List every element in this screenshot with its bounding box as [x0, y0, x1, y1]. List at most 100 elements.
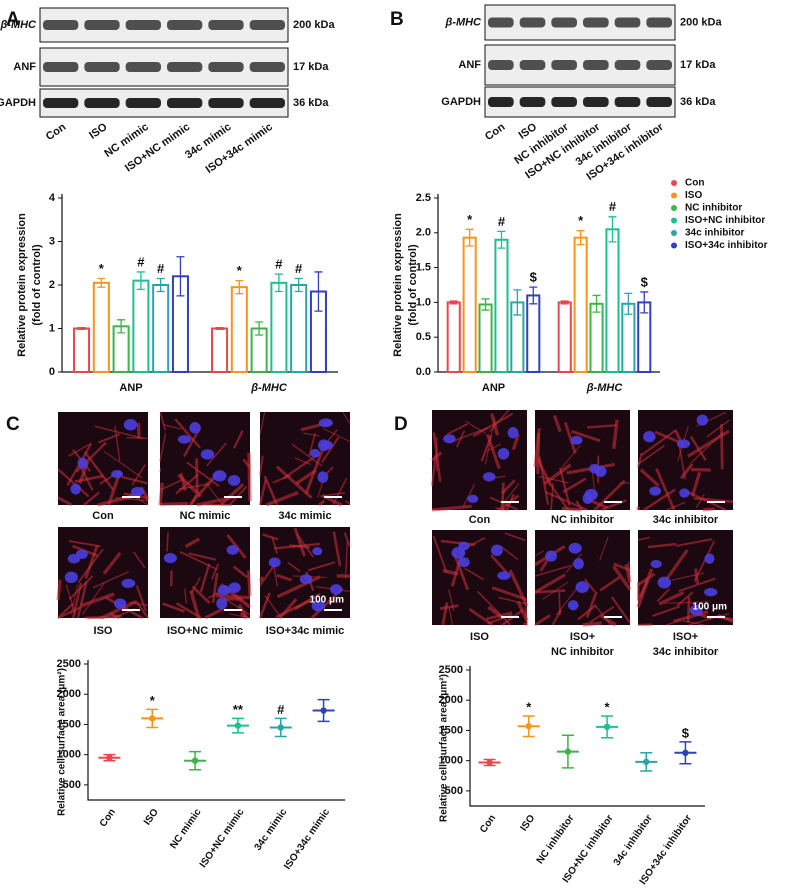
bar: [230, 286, 248, 373]
nucleus: [228, 582, 241, 593]
micrograph: [258, 411, 351, 507]
actin-fiber: [678, 577, 716, 593]
nucleus: [212, 470, 227, 482]
y-axis-title: Relative protein expression: [392, 213, 404, 357]
x-tick-label: 34c inhibitor: [612, 813, 655, 868]
mean-marker: [234, 722, 242, 729]
nucleus: [657, 576, 672, 589]
micrograph-label: ISO: [94, 625, 113, 637]
y-tick-label: 1500: [57, 718, 81, 730]
blot-band: [551, 97, 577, 107]
blot-frame: [484, 44, 676, 86]
actin-fiber: [686, 597, 691, 623]
actin-fiber: [159, 468, 162, 473]
panel-letter: B: [390, 9, 404, 30]
y-axis-title: Relative protein expression: [16, 213, 28, 357]
actin-fiber: [81, 582, 105, 616]
actin-fiber: [57, 606, 82, 620]
blot-band: [167, 98, 203, 108]
nucleus: [113, 598, 127, 609]
actin-fiber: [83, 491, 100, 506]
error-bar: [235, 280, 244, 295]
actin-fiber: [166, 532, 169, 552]
nucleus: [575, 581, 589, 593]
actin-fiber: [344, 500, 351, 505]
bar: [73, 327, 91, 373]
y-axis-title: (fold of control): [407, 244, 419, 326]
legend-marker: [671, 192, 677, 199]
nucleus: [268, 557, 281, 568]
nucleus: [317, 471, 329, 483]
actin-fiber: [258, 592, 271, 619]
actin-fiber: [673, 610, 709, 623]
x-tick-label: Con: [478, 813, 498, 835]
actin-fiber: [136, 422, 141, 439]
significance-mark: #: [609, 199, 617, 214]
significance-mark: $: [641, 274, 649, 289]
nucleus: [130, 486, 145, 497]
actin-fiber: [246, 570, 252, 596]
actin-fiber: [687, 429, 730, 458]
actin-fiber: [74, 474, 104, 483]
nucleus: [321, 440, 333, 450]
blot-band: [208, 20, 244, 30]
bar: [557, 301, 572, 373]
x-tick-label: Con: [98, 807, 118, 829]
actin-fiber: [612, 565, 632, 591]
actin-fiber: [675, 538, 712, 547]
nucleus: [111, 470, 124, 479]
micrograph: [432, 530, 529, 627]
bar: [494, 238, 509, 373]
nucleus: [589, 463, 601, 474]
significance-mark: $: [530, 270, 538, 285]
blot-band: [614, 17, 641, 28]
actin-fiber: [211, 572, 219, 603]
actin-fiber: [210, 563, 220, 580]
actin-fiber: [559, 444, 581, 471]
micrograph-label: 34c mimic: [278, 510, 331, 522]
nucleus: [490, 544, 503, 557]
micrograph: [56, 527, 149, 620]
significance-mark: *: [467, 212, 473, 227]
blot-band: [583, 17, 609, 28]
bar: [589, 302, 604, 373]
actin-fiber: [682, 620, 706, 626]
actin-fiber: [342, 411, 351, 425]
significance-mark: #: [277, 702, 285, 717]
bar: [446, 301, 461, 373]
micrograph-label: ISO+: [673, 631, 698, 643]
blot-band: [551, 17, 577, 28]
actin-fiber: [275, 599, 312, 619]
nucleus: [649, 486, 662, 496]
actin-fiber: [247, 452, 252, 502]
bar: [526, 294, 541, 373]
micrograph: [533, 410, 631, 512]
y-tick-label: 2: [49, 279, 55, 291]
nucleus: [77, 457, 88, 469]
nucleus: [311, 600, 326, 612]
micrograph: [636, 530, 734, 627]
mean-marker: [564, 748, 572, 755]
actin-fiber: [158, 482, 164, 506]
mean-marker: [277, 724, 284, 731]
actin-fiber: [304, 447, 325, 495]
actin-fiber: [647, 542, 677, 549]
x-tick-label: ISO: [142, 807, 161, 828]
y-tick-label: 1500: [439, 724, 463, 736]
axis-line: [87, 660, 345, 801]
actin-fiber: [676, 591, 694, 607]
panel-letter: D: [394, 414, 408, 435]
error-bar: [465, 228, 474, 247]
blot-frame: [484, 86, 676, 118]
actin-fiber: [693, 497, 734, 504]
actin-fiber: [67, 442, 92, 457]
blot-band: [167, 20, 203, 30]
micrograph: [430, 409, 527, 512]
nucleus: [67, 553, 81, 564]
nucleus: [643, 431, 656, 443]
scale-bar-label: 100 μm: [693, 602, 728, 613]
nucleus: [570, 435, 583, 445]
actin-fiber: [76, 581, 88, 619]
nucleus: [704, 553, 715, 564]
blot-row-label: β-MHC: [444, 16, 482, 28]
